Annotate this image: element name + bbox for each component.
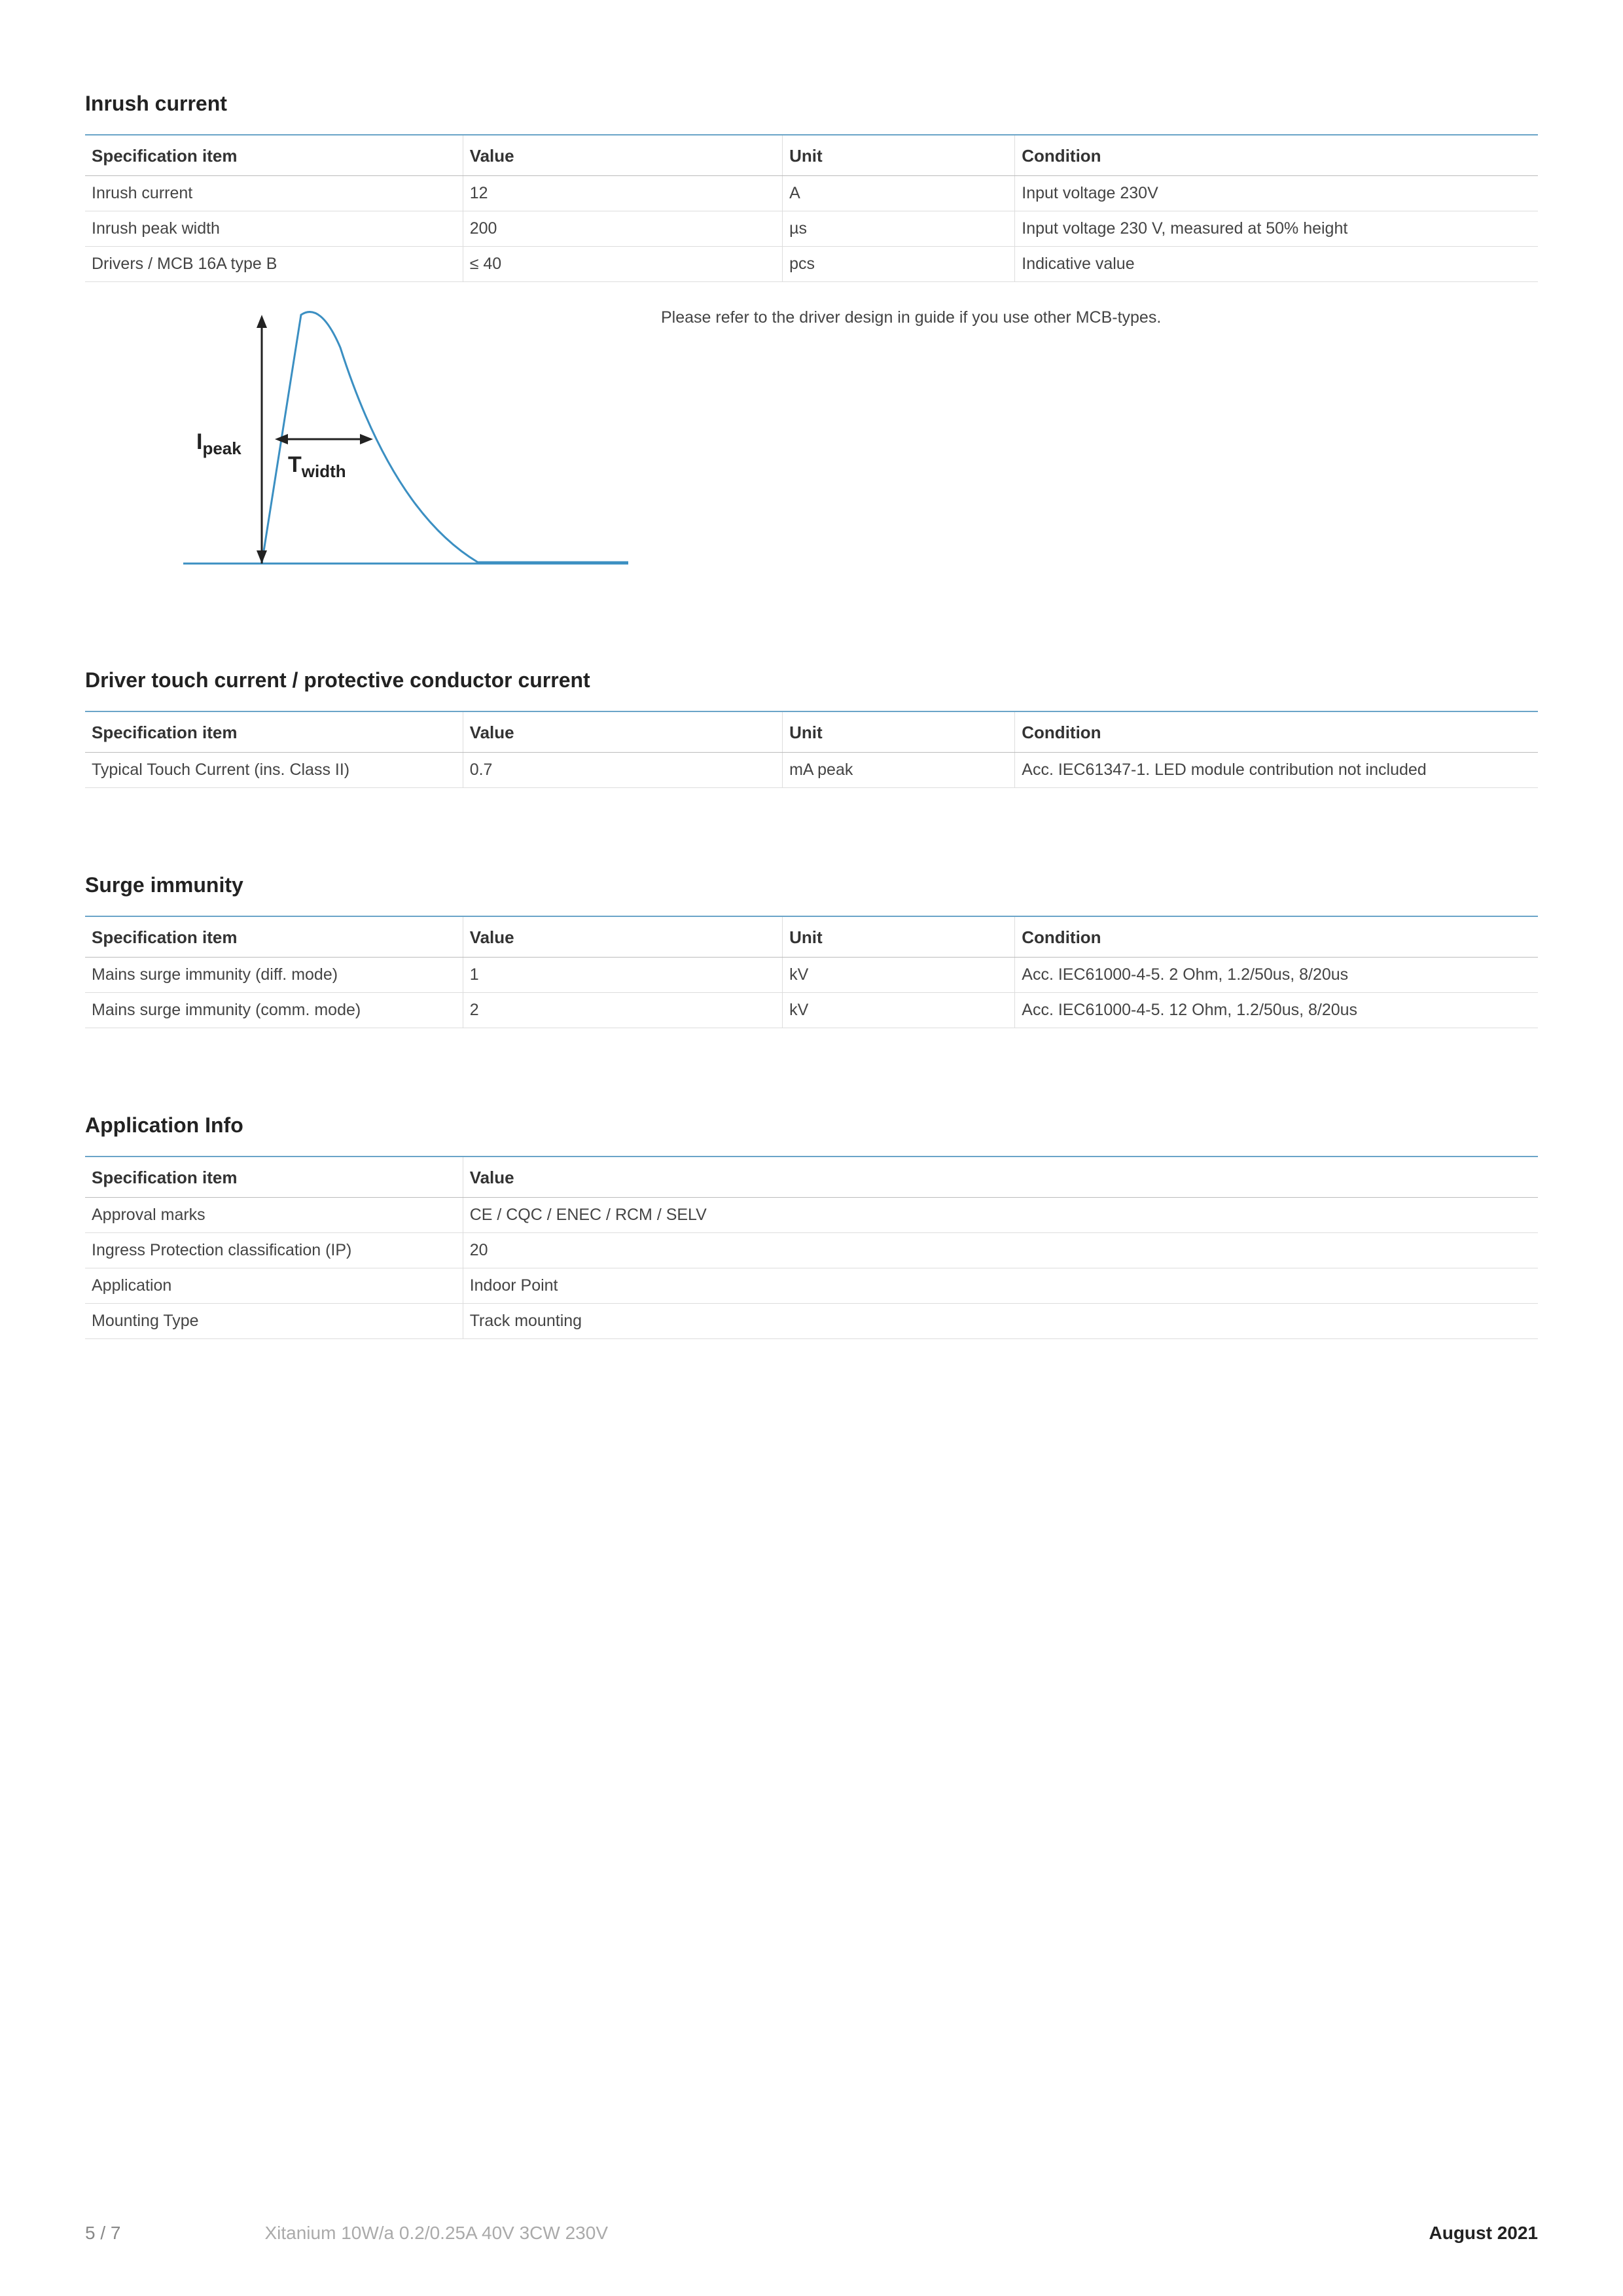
- th-value: Value: [463, 135, 782, 176]
- section-touch: Driver touch current / protective conduc…: [85, 668, 1538, 788]
- table-row: Application Indoor Point: [85, 1268, 1538, 1304]
- th-spec: Specification item: [85, 917, 463, 958]
- th-spec: Specification item: [85, 135, 463, 176]
- appinfo-table: Specification item Value Approval marks …: [85, 1157, 1538, 1339]
- th-spec: Specification item: [85, 712, 463, 753]
- table-row: Inrush peak width 200 µs Input voltage 2…: [85, 211, 1538, 247]
- pulse-curve: [183, 312, 628, 564]
- inrush-curve-svg: Ipeak Twidth: [85, 302, 635, 583]
- th-condition: Condition: [1015, 135, 1538, 176]
- table-row: Approval marks CE / CQC / ENEC / RCM / S…: [85, 1198, 1538, 1233]
- table-row: Typical Touch Current (ins. Class II) 0.…: [85, 753, 1538, 788]
- surge-table: Specification item Value Unit Condition …: [85, 917, 1538, 1028]
- page-footer: 5 / 7 Xitanium 10W/a 0.2/0.25A 40V 3CW 2…: [85, 2223, 1538, 2244]
- ipeak-label: Ipeak: [196, 429, 241, 458]
- twidth-label: Twidth: [288, 452, 346, 481]
- section-title: Inrush current: [85, 92, 1538, 116]
- th-unit: Unit: [783, 917, 1015, 958]
- inrush-table: Specification item Value Unit Condition …: [85, 135, 1538, 282]
- th-condition: Condition: [1015, 712, 1538, 753]
- th-unit: Unit: [783, 135, 1015, 176]
- section-title: Application Info: [85, 1113, 1538, 1138]
- footer-page: 5 / 7: [85, 2223, 120, 2244]
- section-surge: Surge immunity Specification item Value …: [85, 873, 1538, 1028]
- ipeak-arrow-up: [257, 315, 267, 328]
- th-unit: Unit: [783, 712, 1015, 753]
- inrush-note: Please refer to the driver design in gui…: [661, 302, 1538, 583]
- ipeak-arrow-down: [257, 550, 267, 564]
- table-row: Drivers / MCB 16A type B ≤ 40 pcs Indica…: [85, 247, 1538, 282]
- th-spec: Specification item: [85, 1157, 463, 1198]
- footer-date: August 2021: [1429, 2223, 1539, 2244]
- th-value: Value: [463, 1157, 1538, 1198]
- footer-product: Xitanium 10W/a 0.2/0.25A 40V 3CW 230V: [120, 2223, 1429, 2244]
- section-appinfo: Application Info Specification item Valu…: [85, 1113, 1538, 1339]
- table-row: Inrush current 12 A Input voltage 230V: [85, 176, 1538, 211]
- table-row: Ingress Protection classification (IP) 2…: [85, 1233, 1538, 1268]
- table-row: Mounting Type Track mounting: [85, 1304, 1538, 1339]
- touch-table: Specification item Value Unit Condition …: [85, 712, 1538, 788]
- section-inrush: Inrush current Specification item Value …: [85, 92, 1538, 583]
- section-title: Surge immunity: [85, 873, 1538, 897]
- th-value: Value: [463, 712, 782, 753]
- twidth-arrow-right: [360, 434, 373, 444]
- th-condition: Condition: [1015, 917, 1538, 958]
- inrush-graph: Ipeak Twidth: [85, 302, 635, 583]
- table-row: Mains surge immunity (comm. mode) 2 kV A…: [85, 993, 1538, 1028]
- section-title: Driver touch current / protective conduc…: [85, 668, 1538, 692]
- table-row: Mains surge immunity (diff. mode) 1 kV A…: [85, 958, 1538, 993]
- th-value: Value: [463, 917, 782, 958]
